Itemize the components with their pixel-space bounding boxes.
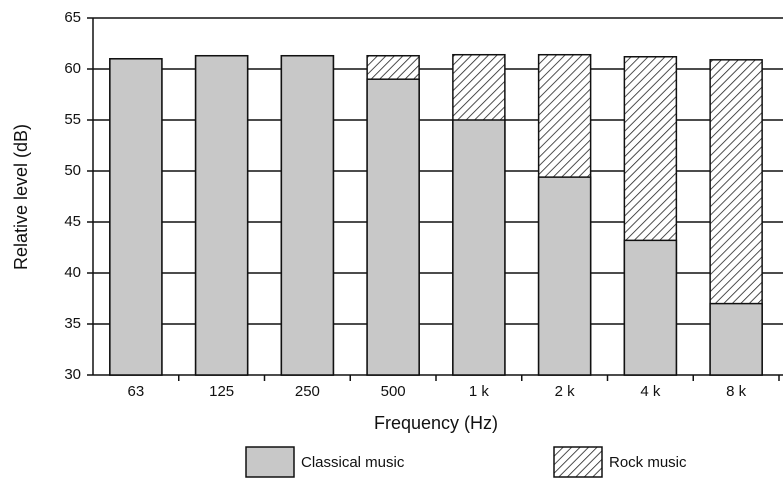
y-tick-label: 60 (64, 60, 81, 77)
y-axis-title: Relative level (dB) (11, 124, 31, 270)
bar (194, 54, 249, 376)
y-tick-label: 40 (64, 264, 81, 281)
x-tick-label: 8 k (726, 383, 747, 400)
bars (109, 53, 763, 376)
bar (623, 239, 678, 376)
bar (366, 78, 420, 376)
bar (280, 54, 335, 376)
legend-swatch (245, 446, 295, 478)
y-tick-label: 55 (64, 111, 81, 128)
x-tick-label: 125 (209, 383, 234, 400)
y-tick-label: 50 (64, 162, 81, 179)
grid (87, 17, 783, 381)
legend-label: Rock music (609, 454, 687, 471)
y-tick-label: 45 (64, 213, 81, 230)
legend-label: Classical music (301, 454, 405, 471)
x-tick-label: 500 (381, 383, 406, 400)
x-tick-label: 250 (295, 383, 320, 400)
bar (109, 58, 163, 376)
bar (709, 302, 763, 376)
x-tick-label: 2 k (555, 383, 576, 400)
bar (452, 119, 506, 376)
x-axis-title: Frequency (Hz) (374, 413, 498, 433)
labels: 30 35 40 45 50 55 60 65 63 125 250 500 1 k 2 k 4 k 8 k C… (64, 9, 747, 478)
legend-swatch (553, 446, 603, 478)
x-tick-label: 63 (128, 383, 145, 400)
bar (537, 176, 592, 376)
x-tick-label: 1 k (469, 383, 490, 400)
y-tick-label: 65 (64, 9, 81, 26)
y-tick-label: 35 (64, 315, 81, 332)
x-tick-label: 4 k (640, 383, 661, 400)
y-tick-label: 30 (64, 366, 81, 383)
